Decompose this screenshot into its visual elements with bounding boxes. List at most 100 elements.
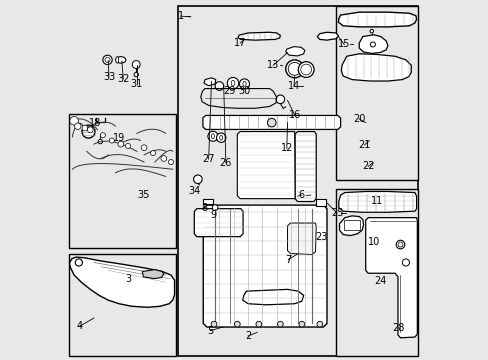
Circle shape — [109, 138, 114, 143]
Polygon shape — [237, 132, 294, 199]
Text: 33: 33 — [102, 72, 115, 82]
Polygon shape — [238, 32, 280, 40]
Circle shape — [118, 141, 123, 147]
Text: 28: 28 — [392, 323, 404, 333]
Circle shape — [316, 321, 322, 327]
Circle shape — [105, 57, 110, 62]
Circle shape — [207, 131, 218, 141]
Polygon shape — [338, 192, 416, 212]
Circle shape — [125, 143, 130, 148]
Text: 23: 23 — [315, 232, 327, 242]
Circle shape — [395, 240, 404, 249]
Circle shape — [402, 259, 408, 266]
Circle shape — [287, 62, 301, 75]
Bar — [335, 6, 418, 180]
Circle shape — [300, 64, 311, 75]
Text: 15: 15 — [337, 40, 350, 49]
Text: 27: 27 — [202, 154, 214, 164]
Text: 19: 19 — [113, 133, 125, 143]
Text: 31: 31 — [130, 79, 143, 89]
Circle shape — [369, 30, 373, 33]
Polygon shape — [339, 216, 363, 235]
Text: 8: 8 — [201, 203, 207, 213]
Text: 35: 35 — [137, 190, 149, 200]
Ellipse shape — [116, 57, 125, 63]
Circle shape — [161, 156, 166, 161]
Bar — [178, 6, 418, 356]
Circle shape — [141, 145, 147, 150]
Polygon shape — [69, 257, 174, 307]
Text: 26: 26 — [219, 158, 232, 168]
Polygon shape — [294, 132, 316, 202]
Polygon shape — [341, 54, 410, 81]
Text: 32: 32 — [117, 74, 129, 84]
Circle shape — [193, 175, 202, 184]
Text: 25: 25 — [330, 208, 343, 218]
Circle shape — [132, 60, 140, 68]
Polygon shape — [203, 205, 326, 327]
Polygon shape — [317, 32, 338, 40]
Bar — [69, 253, 176, 356]
Polygon shape — [338, 12, 416, 27]
Circle shape — [102, 55, 112, 64]
Circle shape — [74, 123, 81, 130]
Ellipse shape — [243, 81, 245, 86]
Polygon shape — [194, 209, 243, 237]
Polygon shape — [242, 289, 303, 305]
Circle shape — [75, 259, 82, 266]
Bar — [344, 220, 359, 230]
Circle shape — [369, 42, 375, 47]
Text: 18: 18 — [88, 118, 101, 128]
Circle shape — [150, 150, 155, 156]
Polygon shape — [359, 35, 387, 53]
Text: 4: 4 — [76, 321, 82, 331]
Circle shape — [277, 321, 283, 327]
Polygon shape — [287, 223, 316, 255]
Polygon shape — [203, 116, 340, 130]
Text: 3: 3 — [124, 274, 131, 284]
Circle shape — [87, 127, 93, 133]
Circle shape — [298, 62, 313, 77]
Circle shape — [134, 72, 138, 77]
Circle shape — [397, 242, 402, 247]
Bar — [316, 199, 325, 206]
Text: 30: 30 — [238, 86, 250, 96]
Text: 24: 24 — [373, 276, 386, 286]
Text: 21: 21 — [358, 140, 370, 150]
Text: 16: 16 — [288, 110, 300, 120]
Circle shape — [267, 118, 276, 127]
Circle shape — [82, 125, 95, 138]
Circle shape — [239, 79, 249, 89]
Circle shape — [211, 321, 217, 327]
Circle shape — [98, 139, 102, 144]
Circle shape — [255, 321, 261, 327]
Polygon shape — [203, 78, 215, 86]
Polygon shape — [142, 270, 163, 279]
Text: 10: 10 — [367, 237, 380, 247]
Bar — [69, 114, 176, 248]
Circle shape — [285, 60, 303, 78]
Bar — [335, 189, 418, 356]
Text: 17: 17 — [234, 38, 246, 48]
Text: 34: 34 — [188, 186, 200, 197]
Polygon shape — [285, 46, 304, 56]
Ellipse shape — [231, 80, 234, 86]
Circle shape — [82, 125, 88, 131]
Ellipse shape — [211, 134, 214, 139]
Text: 5: 5 — [207, 325, 213, 336]
Text: 7: 7 — [285, 255, 291, 265]
Ellipse shape — [116, 57, 119, 63]
Circle shape — [70, 117, 78, 125]
Polygon shape — [365, 218, 416, 338]
Text: 11: 11 — [370, 196, 383, 206]
Text: 12: 12 — [280, 143, 292, 153]
Circle shape — [100, 133, 105, 138]
Text: 14: 14 — [287, 81, 300, 91]
Text: 13: 13 — [266, 60, 279, 70]
Circle shape — [215, 82, 223, 90]
Ellipse shape — [219, 135, 222, 140]
Text: 20: 20 — [352, 114, 365, 124]
Text: 29: 29 — [223, 86, 235, 96]
Circle shape — [298, 321, 304, 327]
Circle shape — [168, 159, 173, 165]
